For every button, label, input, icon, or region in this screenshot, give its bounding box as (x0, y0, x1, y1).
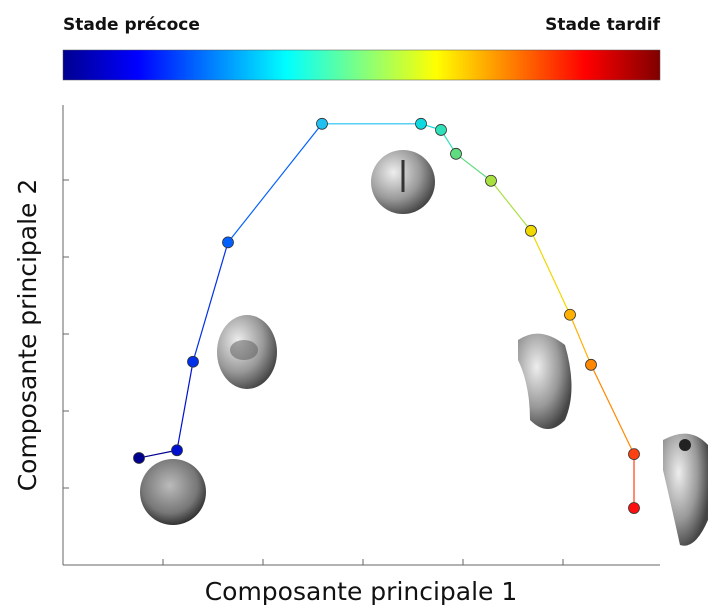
data-point (564, 308, 576, 321)
colorbar-label: Stade précoce (63, 15, 200, 35)
line-segment (590, 364, 635, 455)
data-point (316, 117, 328, 130)
data-point (450, 147, 462, 160)
colorbar (62, 49, 661, 81)
data-point (485, 174, 497, 187)
axes (62, 105, 660, 566)
line-segment (192, 242, 229, 362)
data-point (187, 355, 199, 368)
line-segment (455, 153, 492, 182)
line-segment (490, 180, 532, 232)
line-segment (138, 449, 178, 459)
line-segment (569, 314, 592, 366)
line-segment (227, 123, 323, 243)
x-axis-label: Composante principale 1 (205, 577, 518, 606)
colorbar-label: Stade tardif (545, 15, 660, 35)
data-point (435, 124, 447, 136)
data-point (415, 117, 427, 130)
plot-area (133, 117, 640, 514)
data-point (628, 502, 640, 514)
data-point (525, 224, 537, 237)
line-segment (530, 230, 571, 316)
data-point (585, 358, 597, 371)
data-point (222, 236, 234, 249)
data-point (133, 452, 145, 464)
data-point (628, 448, 640, 461)
line-segment (176, 361, 194, 451)
embryo-images (140, 150, 708, 546)
data-point (171, 444, 183, 457)
y-axis-label: Composante principale 2 (13, 179, 42, 492)
